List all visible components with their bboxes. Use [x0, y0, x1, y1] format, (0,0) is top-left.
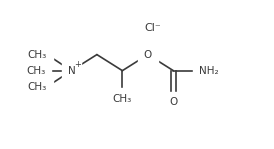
Text: N: N — [67, 66, 75, 76]
Text: O: O — [144, 50, 152, 60]
Text: O: O — [169, 97, 178, 107]
Text: CH₃: CH₃ — [28, 50, 47, 60]
Text: +: + — [74, 60, 81, 69]
Text: NH₂: NH₂ — [199, 66, 218, 76]
Text: CH₃: CH₃ — [27, 66, 46, 76]
Text: CH₃: CH₃ — [28, 82, 47, 92]
Text: Cl⁻: Cl⁻ — [145, 23, 162, 33]
Text: CH₃: CH₃ — [113, 94, 132, 104]
